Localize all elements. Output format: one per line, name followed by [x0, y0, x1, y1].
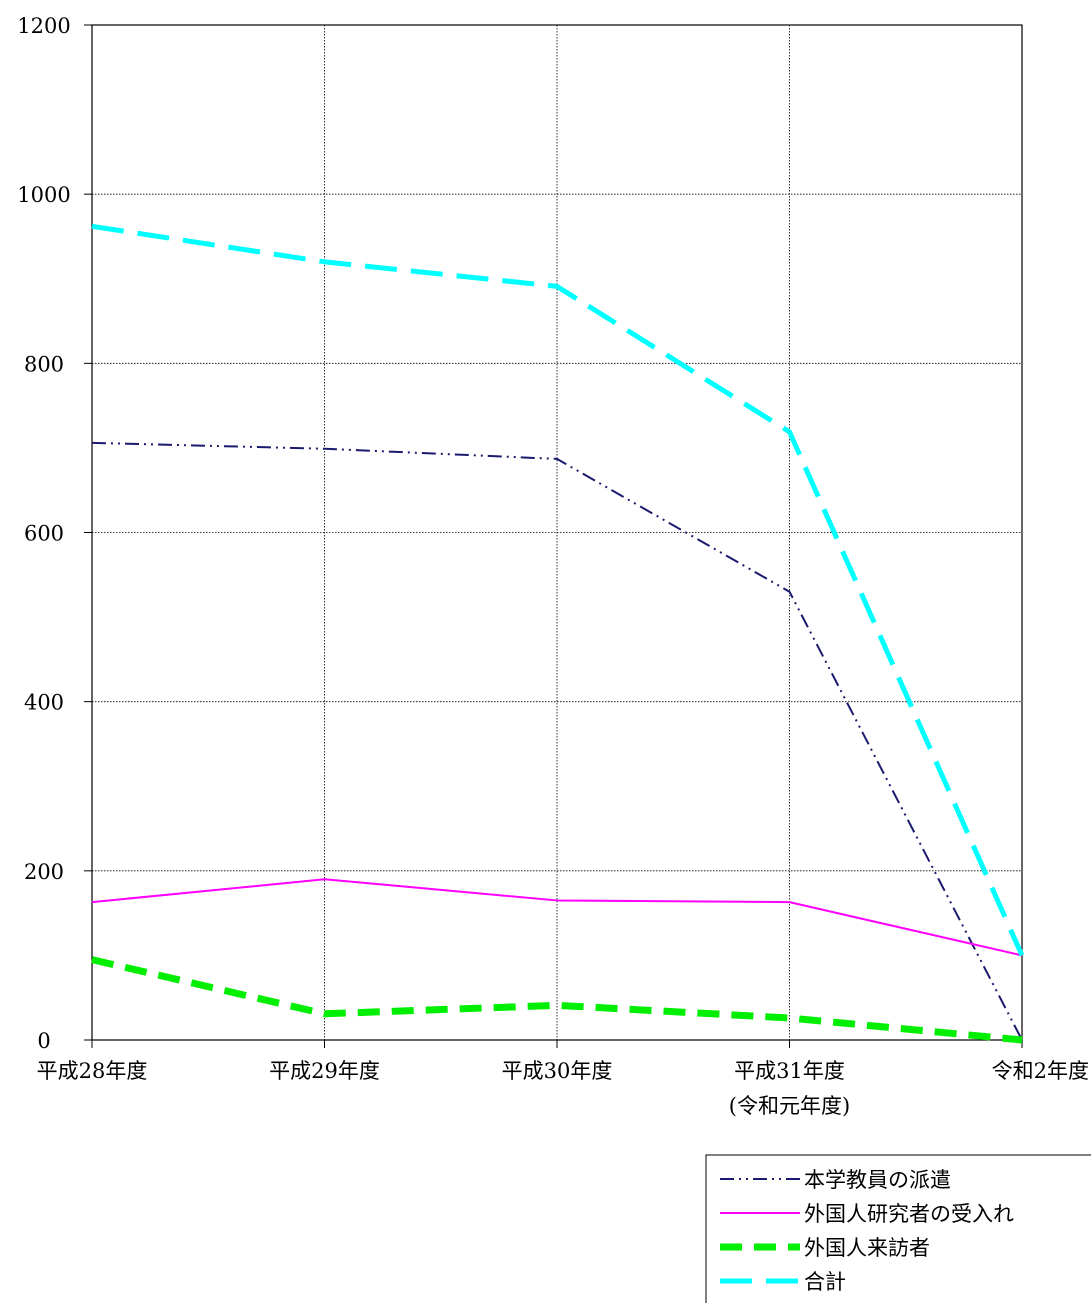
x-tick-label: 平成30年度: [502, 1059, 613, 1083]
y-tick-label: 800: [24, 352, 64, 376]
y-tick-label: 0: [37, 1029, 50, 1053]
grid-lines: [92, 25, 1022, 1040]
y-tick-label: 1000: [17, 183, 70, 207]
legend-label-2: 外国人来訪者: [804, 1236, 930, 1260]
y-axis: 0 200 400 600 800 1000 1200: [17, 14, 92, 1053]
series-line-3: [91, 223, 1025, 957]
series-line-1: [91, 878, 1023, 957]
series-lines: [91, 223, 1025, 1044]
y-tick-label: 600: [24, 522, 64, 546]
x-tick-label: 平成28年度: [37, 1059, 148, 1083]
legend-label-1: 外国人研究者の受入れ: [804, 1202, 1014, 1226]
series-line-2: [91, 956, 1023, 1044]
x-axis: 平成28年度 平成29年度 平成30年度 平成31年度 (令和元年度) 令和2年度: [37, 1040, 1089, 1118]
x-tick-label: 令和2年度: [992, 1059, 1089, 1083]
series-line-0: [91, 441, 1023, 1041]
x-tick-label: 平成31年度: [734, 1059, 845, 1083]
y-tick-label: 1200: [17, 14, 70, 38]
x-tick-sublabel: (令和元年度): [729, 1094, 850, 1118]
legend-label-3: 合計: [804, 1270, 846, 1294]
legend-label-0: 本学教員の派遣: [804, 1168, 951, 1192]
legend-box: [705, 1154, 1091, 1303]
y-tick-label: 400: [24, 691, 64, 715]
x-tick-label: 平成29年度: [269, 1059, 380, 1083]
y-tick-label: 200: [24, 860, 64, 884]
